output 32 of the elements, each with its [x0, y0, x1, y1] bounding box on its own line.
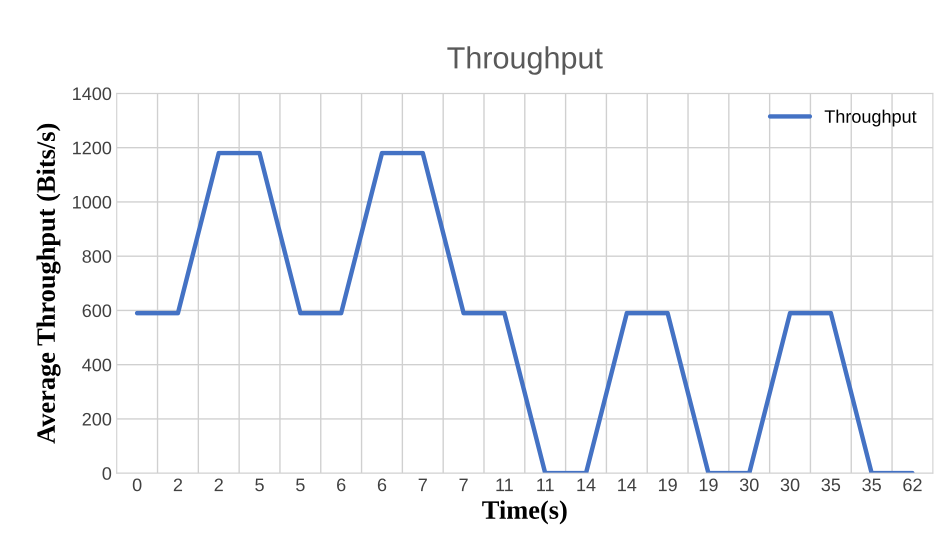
x-tick-label: 2	[174, 478, 182, 492]
x-tick-label: 11	[496, 478, 513, 492]
x-tick-label: 6	[378, 478, 386, 492]
x-tick-label: 5	[255, 478, 264, 492]
x-tick-label: 35	[821, 478, 840, 492]
x-tick-label: 30	[780, 478, 800, 492]
x-tick-label: 14	[618, 478, 636, 492]
y-tick-label: 200	[82, 412, 112, 426]
x-tick-label: 7	[418, 478, 427, 492]
x-tick-label: 14	[577, 478, 596, 492]
x-tick-label: 2	[214, 478, 223, 492]
y-tick-label: 400	[82, 358, 112, 372]
x-axis-title: Time(s)	[482, 500, 567, 524]
x-tick-label: 0	[132, 478, 142, 492]
y-tick-label: 1200	[73, 142, 112, 154]
x-tick-label: 62	[903, 478, 922, 492]
legend-label: Throughput	[824, 110, 916, 126]
y-tick-label: 0	[102, 467, 112, 480]
x-tick-label: 19	[658, 478, 677, 492]
x-tick-label: 7	[459, 478, 468, 492]
y-tick-label: 600	[82, 304, 112, 318]
x-tick-label: 35	[862, 478, 881, 492]
y-tick-label: 800	[82, 250, 112, 263]
chart-title: Throughput	[447, 46, 603, 75]
y-tick-label: 1000	[73, 196, 112, 209]
x-tick-label: 30	[740, 478, 759, 492]
x-tick-label: 11	[537, 478, 554, 492]
x-tick-label: 5	[296, 478, 305, 492]
y-axis-title: Average Throughput (Bits/s)	[36, 124, 61, 444]
x-tick-label: 6	[337, 478, 346, 492]
y-tick-label: 1400	[73, 87, 112, 100]
x-tick-label: 19	[700, 478, 718, 492]
